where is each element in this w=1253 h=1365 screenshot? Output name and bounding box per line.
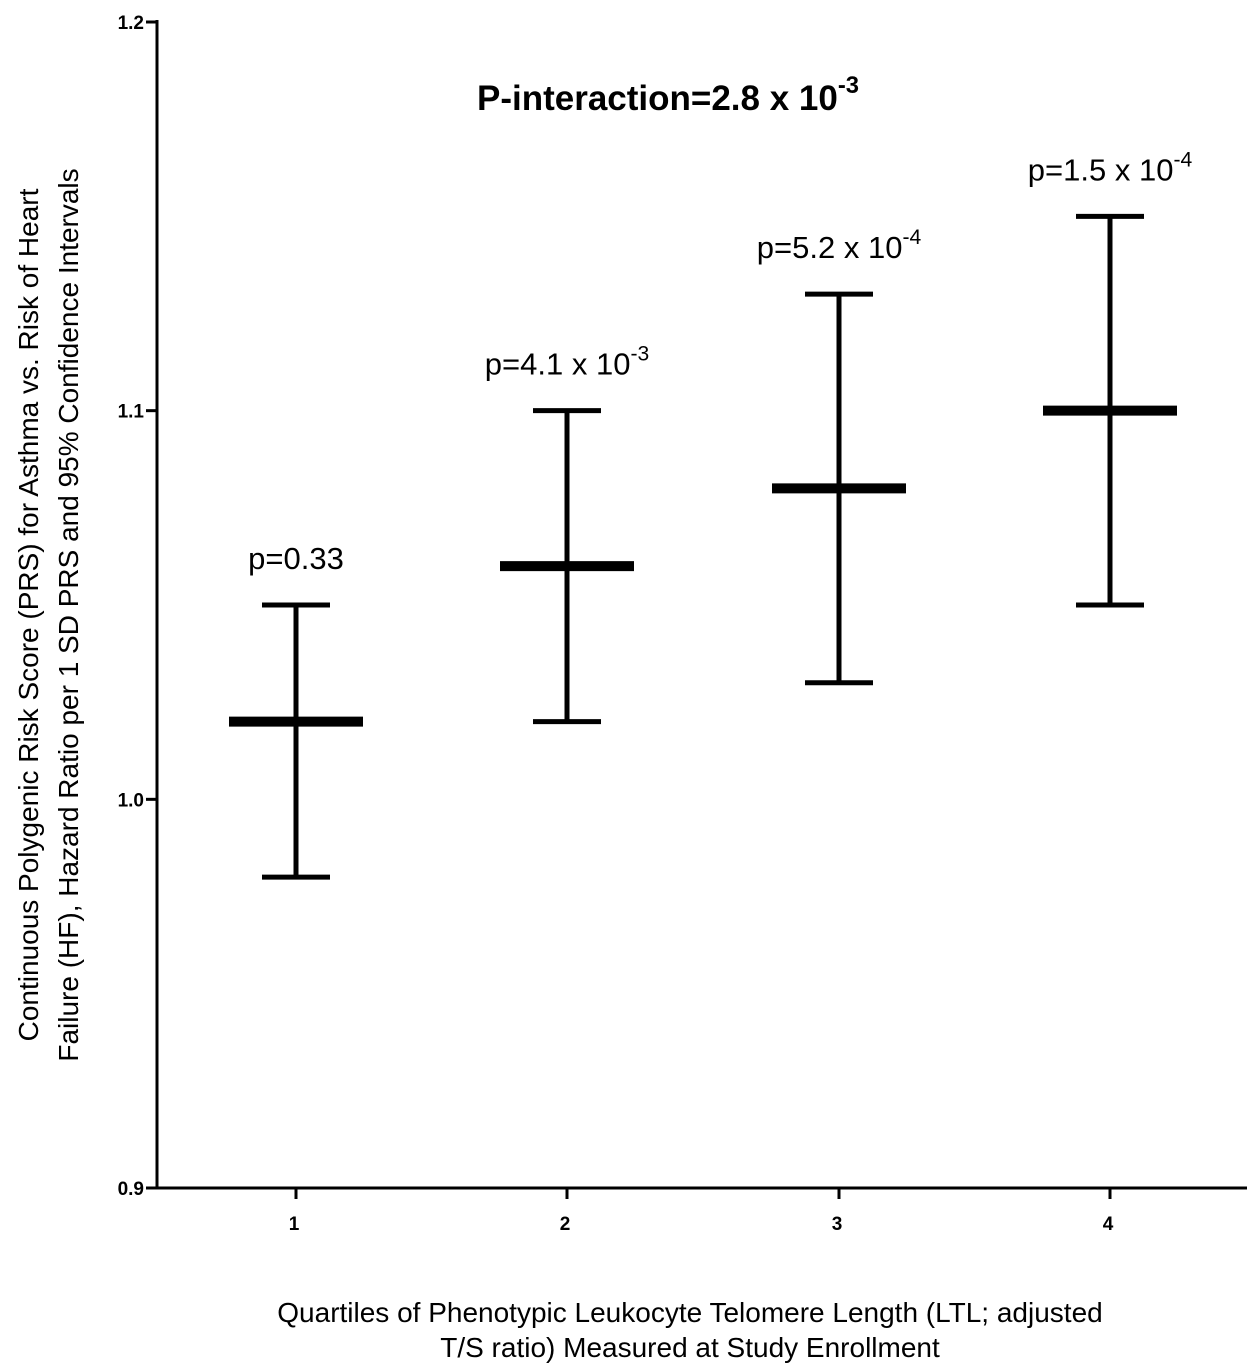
chart-title-base: P-interaction=2.8 x 10 bbox=[477, 79, 838, 118]
x-tick-label: 3 bbox=[832, 1214, 843, 1235]
x-tick-label: 2 bbox=[560, 1214, 571, 1235]
p-value-exponent: -3 bbox=[630, 343, 649, 366]
y-axis-title-line-2: Failure (HF), Hazard Ratio per 1 SD PRS … bbox=[53, 168, 84, 1061]
p-value-label-q3: p=5.2 x 10-4 bbox=[757, 226, 922, 265]
error-bar-group-q3 bbox=[772, 291, 906, 686]
y-tick-label: 1.1 bbox=[118, 402, 145, 423]
y-axis-title: Continuous Polygenic Risk Score (PRS) fo… bbox=[13, 168, 84, 1061]
x-tick-label: 1 bbox=[289, 1214, 300, 1235]
p-value-base: p=4.1 x 10 bbox=[485, 347, 631, 382]
p-value-base: p=0.33 bbox=[248, 541, 344, 576]
y-ticks: 0.9 1.0 1.1 1.2 bbox=[118, 13, 157, 1200]
y-tick-label: 0.9 bbox=[118, 1179, 144, 1200]
chart-title: P-interaction=2.8 x 10-3 bbox=[477, 72, 859, 118]
axes bbox=[155, 20, 1247, 1190]
y-tick-label: 1.0 bbox=[118, 790, 144, 811]
p-value-exponent: -4 bbox=[902, 226, 921, 249]
p-value-exponent: -4 bbox=[1173, 148, 1192, 171]
x-axis-title-line-2: T/S ratio) Measured at Study Enrollment bbox=[440, 1332, 940, 1363]
x-axis-title-line-1: Quartiles of Phenotypic Leukocyte Telome… bbox=[277, 1297, 1102, 1328]
x-axis-title: Quartiles of Phenotypic Leukocyte Telome… bbox=[277, 1297, 1102, 1363]
y-tick-label: 1.2 bbox=[118, 13, 144, 34]
p-value-base: p=1.5 x 10 bbox=[1028, 152, 1174, 187]
p-value-label-q1: p=0.33 bbox=[248, 541, 344, 576]
error-bar-group-q2 bbox=[500, 408, 634, 725]
p-value-labels: p=0.33p=4.1 x 10-3p=5.2 x 10-4p=1.5 x 10… bbox=[248, 148, 1192, 576]
y-axis-title-line-1: Continuous Polygenic Risk Score (PRS) fo… bbox=[13, 188, 44, 1041]
x-tick-label: 4 bbox=[1103, 1214, 1114, 1235]
error-bar-group-q1 bbox=[229, 602, 363, 880]
chart-title-exponent: -3 bbox=[838, 72, 859, 99]
error-bars bbox=[229, 213, 1177, 880]
p-value-label-q2: p=4.1 x 10-3 bbox=[485, 343, 649, 382]
x-ticks: 1 2 3 4 bbox=[289, 1188, 1114, 1235]
p-value-base: p=5.2 x 10 bbox=[757, 230, 903, 265]
p-value-label-q4: p=1.5 x 10-4 bbox=[1028, 148, 1193, 187]
error-bar-group-q4 bbox=[1043, 213, 1177, 608]
